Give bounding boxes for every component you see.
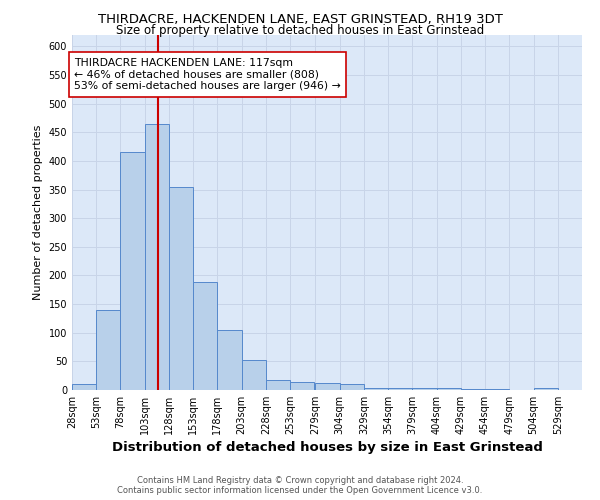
Bar xyxy=(217,330,242,390)
Bar xyxy=(72,384,96,390)
Bar xyxy=(242,360,266,390)
Bar xyxy=(145,124,169,390)
Bar xyxy=(340,384,364,390)
Bar xyxy=(193,282,217,390)
Bar xyxy=(364,388,388,390)
Bar xyxy=(96,310,121,390)
Bar xyxy=(533,388,558,390)
Y-axis label: Number of detached properties: Number of detached properties xyxy=(33,125,43,300)
Text: THIRDACRE HACKENDEN LANE: 117sqm
← 46% of detached houses are smaller (808)
53% : THIRDACRE HACKENDEN LANE: 117sqm ← 46% o… xyxy=(74,58,341,91)
Bar xyxy=(266,380,290,390)
Bar xyxy=(437,388,461,390)
Bar xyxy=(169,186,193,390)
Bar xyxy=(290,382,314,390)
Text: Contains HM Land Registry data © Crown copyright and database right 2024.
Contai: Contains HM Land Registry data © Crown c… xyxy=(118,476,482,495)
X-axis label: Distribution of detached houses by size in East Grinstead: Distribution of detached houses by size … xyxy=(112,441,542,454)
Bar xyxy=(412,388,437,390)
Text: Size of property relative to detached houses in East Grinstead: Size of property relative to detached ho… xyxy=(116,24,484,37)
Text: THIRDACRE, HACKENDEN LANE, EAST GRINSTEAD, RH19 3DT: THIRDACRE, HACKENDEN LANE, EAST GRINSTEA… xyxy=(98,12,502,26)
Bar xyxy=(121,152,145,390)
Bar xyxy=(388,388,412,390)
Bar xyxy=(316,383,340,390)
